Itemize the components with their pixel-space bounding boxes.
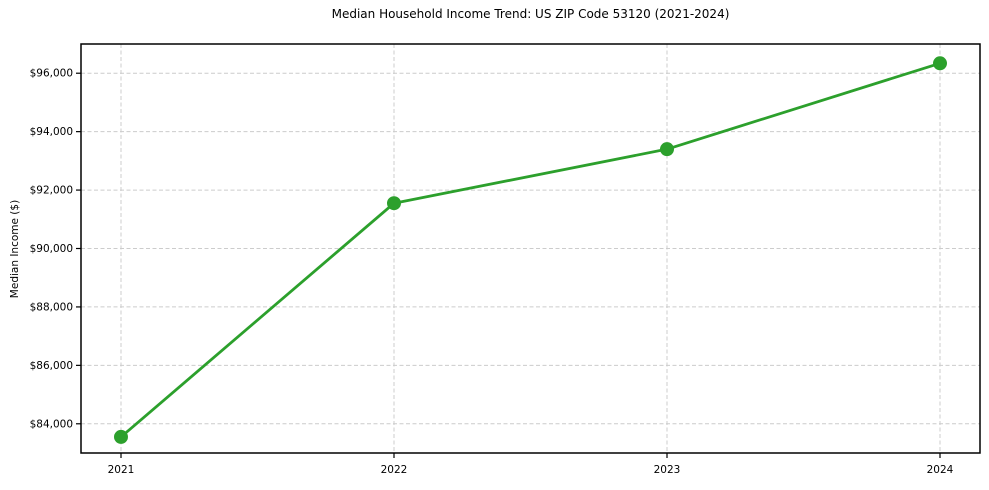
data-point-marker (933, 56, 947, 71)
y-tick-label: $86,000 (30, 360, 73, 372)
y-tick-label: $94,000 (30, 126, 73, 138)
y-tick-label: $90,000 (30, 243, 73, 255)
x-tick-label: 2024 (927, 464, 954, 476)
y-tick-label: $92,000 (30, 185, 73, 197)
y-tick-label: $88,000 (30, 301, 73, 313)
x-tick-label: 2021 (108, 464, 135, 476)
x-tick-label: 2022 (381, 464, 408, 476)
chart-title: Median Household Income Trend: US ZIP Co… (331, 7, 730, 21)
data-point-marker (114, 429, 128, 444)
y-tick-label: $84,000 (30, 418, 73, 430)
income-trend-line (120, 61, 941, 438)
data-point-marker (387, 196, 401, 211)
x-tick-label: 2023 (654, 464, 681, 476)
data-point-marker (660, 142, 674, 157)
y-tick-label: $96,000 (30, 68, 73, 80)
